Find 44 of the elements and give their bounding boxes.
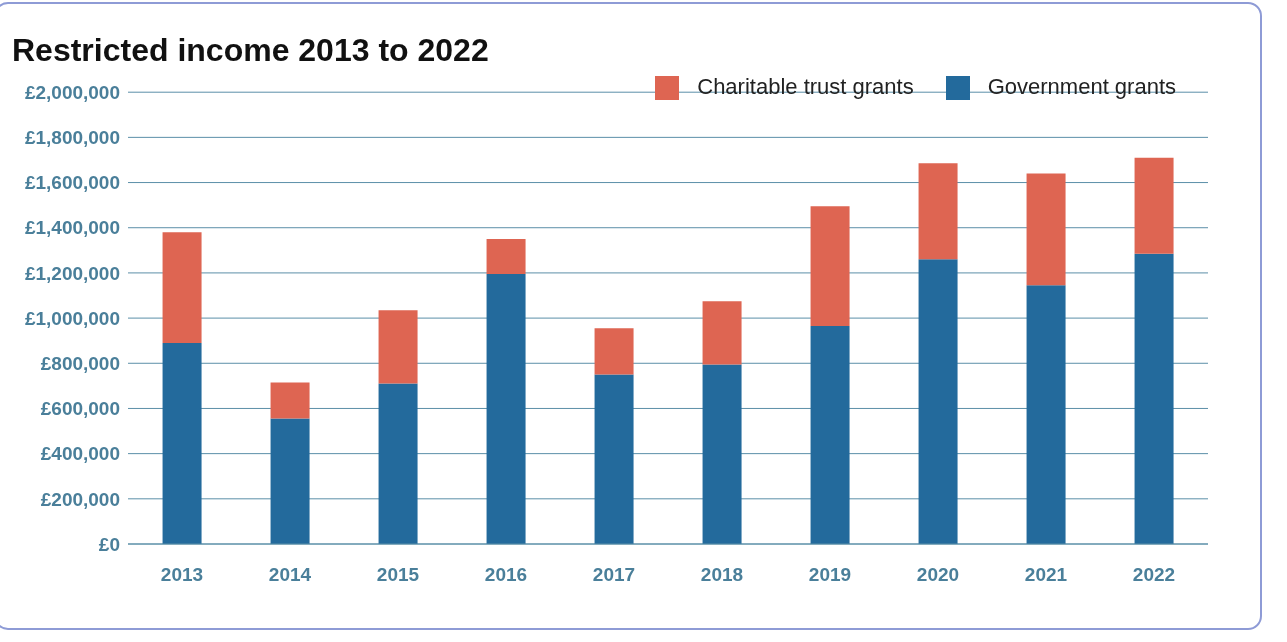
x-tick-label: 2013 xyxy=(160,564,204,586)
x-tick-label: 2019 xyxy=(808,564,852,586)
x-tick-label: 2018 xyxy=(700,564,744,586)
bar xyxy=(702,301,742,365)
y-tick-label: £600,000 xyxy=(40,398,120,420)
y-tick-label: £0 xyxy=(98,533,120,555)
legend-label: Charitable trust grants xyxy=(697,74,914,99)
bar xyxy=(378,310,418,384)
y-tick-label: £400,000 xyxy=(40,443,120,465)
bar xyxy=(1026,285,1066,544)
bar xyxy=(702,364,742,544)
y-tick-label: £1,200,000 xyxy=(24,262,120,284)
y-tick-label: £800,000 xyxy=(40,353,120,375)
y-tick-label: £1,600,000 xyxy=(24,172,120,194)
bar xyxy=(810,326,850,544)
y-tick-label: £1,000,000 xyxy=(24,307,120,329)
y-tick-label: £1,800,000 xyxy=(24,127,120,149)
bar xyxy=(162,232,202,343)
y-tick-label: £2,000,000 xyxy=(24,81,120,103)
bar xyxy=(1134,157,1174,254)
bar xyxy=(918,163,958,260)
chart-title: Restricted income 2013 to 2022 xyxy=(12,32,489,69)
bar xyxy=(810,206,850,326)
x-tick-label: 2015 xyxy=(376,564,420,586)
x-tick-label: 2017 xyxy=(592,564,636,586)
x-tick-label: 2014 xyxy=(268,564,312,586)
x-tick-label: 2016 xyxy=(484,564,528,586)
y-tick-label: £1,400,000 xyxy=(24,217,120,239)
bar xyxy=(486,239,526,275)
bar xyxy=(486,274,526,544)
bar xyxy=(162,342,202,544)
bar xyxy=(594,374,634,544)
bar xyxy=(378,383,418,544)
legend-label: Government grants xyxy=(987,74,1176,99)
x-tick-label: 2020 xyxy=(916,564,960,586)
bar xyxy=(270,418,310,544)
bar xyxy=(1026,173,1066,286)
y-tick-label: £200,000 xyxy=(40,488,120,510)
x-tick-label: 2022 xyxy=(1132,564,1176,586)
bar xyxy=(918,259,958,544)
bar xyxy=(594,328,634,375)
bar xyxy=(1134,253,1174,544)
bar xyxy=(270,382,310,419)
x-tick-label: 2021 xyxy=(1024,564,1068,586)
